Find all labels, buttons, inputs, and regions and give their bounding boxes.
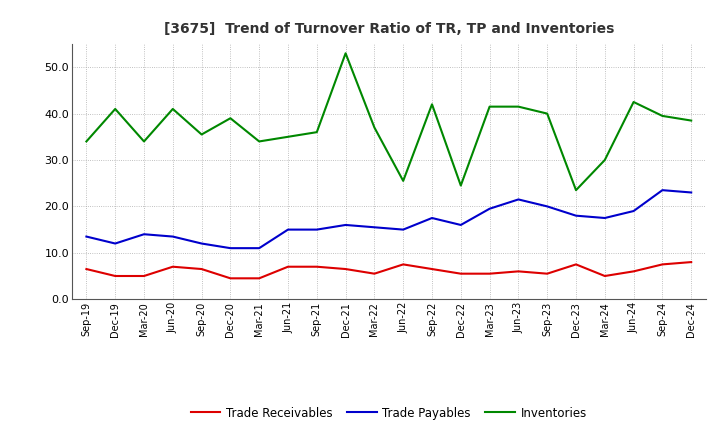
Line: Inventories: Inventories xyxy=(86,53,691,190)
Trade Payables xyxy=(456,222,465,227)
Trade Payables xyxy=(341,222,350,227)
Inventories xyxy=(600,158,609,163)
Trade Receivables xyxy=(82,266,91,271)
Trade Receivables xyxy=(543,271,552,276)
Trade Payables xyxy=(514,197,523,202)
Trade Receivables xyxy=(226,276,235,281)
Trade Receivables xyxy=(399,262,408,267)
Inventories xyxy=(111,106,120,112)
Trade Payables xyxy=(284,227,292,232)
Inventories xyxy=(82,139,91,144)
Trade Receivables xyxy=(312,264,321,269)
Legend: Trade Receivables, Trade Payables, Inventories: Trade Receivables, Trade Payables, Inven… xyxy=(186,402,592,425)
Inventories xyxy=(370,125,379,130)
Inventories xyxy=(543,111,552,116)
Trade Receivables xyxy=(687,260,696,265)
Inventories xyxy=(312,129,321,135)
Trade Receivables xyxy=(428,266,436,271)
Trade Payables xyxy=(197,241,206,246)
Inventories xyxy=(255,139,264,144)
Trade Payables xyxy=(82,234,91,239)
Trade Receivables xyxy=(572,262,580,267)
Trade Receivables xyxy=(255,276,264,281)
Trade Receivables xyxy=(629,269,638,274)
Trade Receivables xyxy=(284,264,292,269)
Inventories xyxy=(399,178,408,183)
Trade Receivables xyxy=(140,273,148,279)
Trade Payables xyxy=(485,206,494,211)
Trade Payables xyxy=(140,231,148,237)
Inventories xyxy=(687,118,696,123)
Trade Payables xyxy=(543,204,552,209)
Trade Receivables xyxy=(658,262,667,267)
Inventories xyxy=(140,139,148,144)
Trade Receivables xyxy=(168,264,177,269)
Trade Payables xyxy=(226,246,235,251)
Inventories xyxy=(197,132,206,137)
Inventories xyxy=(514,104,523,109)
Inventories xyxy=(168,106,177,112)
Trade Receivables xyxy=(456,271,465,276)
Trade Payables xyxy=(312,227,321,232)
Inventories xyxy=(658,113,667,118)
Title: [3675]  Trend of Turnover Ratio of TR, TP and Inventories: [3675] Trend of Turnover Ratio of TR, TP… xyxy=(163,22,614,36)
Inventories xyxy=(629,99,638,105)
Trade Payables xyxy=(399,227,408,232)
Trade Payables xyxy=(600,215,609,220)
Line: Trade Payables: Trade Payables xyxy=(86,190,691,248)
Trade Payables xyxy=(629,209,638,214)
Inventories xyxy=(572,187,580,193)
Inventories xyxy=(456,183,465,188)
Trade Payables xyxy=(370,225,379,230)
Inventories xyxy=(485,104,494,109)
Trade Payables xyxy=(111,241,120,246)
Trade Payables xyxy=(658,187,667,193)
Trade Payables xyxy=(255,246,264,251)
Trade Receivables xyxy=(111,273,120,279)
Trade Receivables xyxy=(370,271,379,276)
Trade Receivables xyxy=(485,271,494,276)
Inventories xyxy=(226,116,235,121)
Inventories xyxy=(428,102,436,107)
Inventories xyxy=(341,51,350,56)
Line: Trade Receivables: Trade Receivables xyxy=(86,262,691,279)
Trade Payables xyxy=(428,215,436,220)
Trade Receivables xyxy=(600,273,609,279)
Inventories xyxy=(284,134,292,139)
Trade Receivables xyxy=(514,269,523,274)
Trade Payables xyxy=(572,213,580,218)
Trade Payables xyxy=(168,234,177,239)
Trade Receivables xyxy=(341,266,350,271)
Trade Receivables xyxy=(197,266,206,271)
Trade Payables xyxy=(687,190,696,195)
